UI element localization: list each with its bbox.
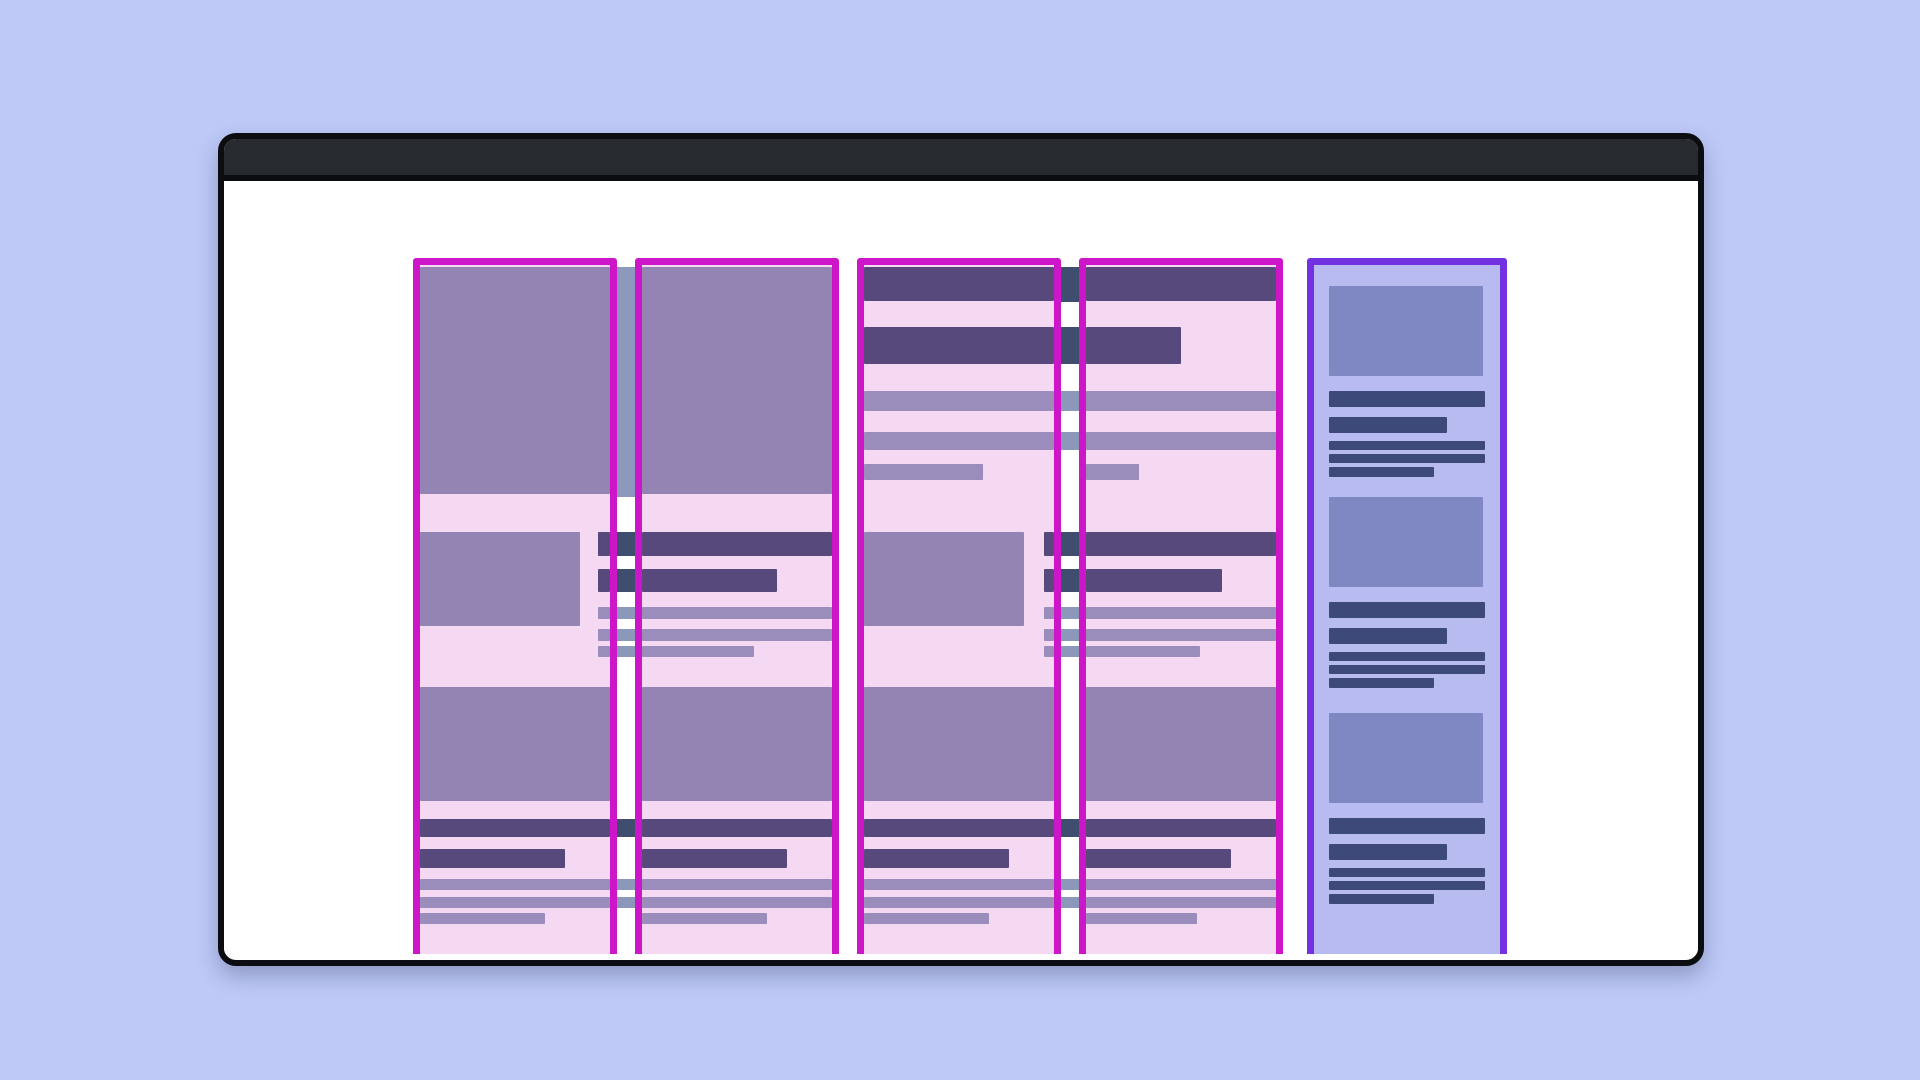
sub-headline-bar — [864, 849, 1009, 868]
sidebar-text-line — [1329, 441, 1485, 450]
sidebar-headline-bar — [1329, 391, 1485, 407]
text-line-segment — [1044, 646, 1054, 657]
text-line — [1086, 607, 1276, 619]
inline-image-block — [420, 687, 610, 801]
text-line-segment — [1044, 629, 1054, 641]
spanning-text-line — [420, 879, 832, 890]
spanning-text-line — [864, 879, 1276, 890]
text-line — [864, 879, 1054, 890]
text-line-short — [864, 464, 983, 480]
text-line-short — [642, 913, 767, 924]
text-line — [1086, 432, 1276, 450]
section-header-bar — [864, 819, 1054, 837]
inline-image-block — [1086, 687, 1276, 801]
text-line — [1086, 391, 1276, 411]
overlay-column-3 — [857, 258, 1061, 954]
sidebar-sub-bar — [1329, 844, 1447, 860]
overlay-column-2 — [635, 258, 839, 954]
text-line-short — [1086, 646, 1200, 657]
sidebar-text-line-short — [1329, 678, 1434, 688]
spanning-text-line — [420, 897, 832, 908]
headline-bar — [642, 569, 777, 592]
text-line — [1086, 897, 1276, 908]
browser-window — [218, 133, 1704, 966]
sidebar-text-line — [1329, 454, 1485, 463]
headline-bar-segment — [598, 569, 610, 592]
sidebar-card-image — [1329, 286, 1483, 376]
sidebar-card-image — [1329, 713, 1483, 803]
section-header-bar — [1086, 819, 1276, 837]
text-line — [420, 897, 610, 908]
browser-content-area — [224, 181, 1698, 954]
text-line — [864, 897, 1054, 908]
sub-headline-bar — [1086, 849, 1231, 868]
headline-bar — [864, 327, 1054, 364]
hero-image-block — [420, 267, 610, 494]
sub-headline-bar — [642, 849, 787, 868]
sidebar-text-line — [1329, 868, 1485, 877]
section-header-bar — [642, 819, 832, 837]
text-line-short — [1086, 913, 1197, 924]
text-line — [642, 879, 832, 890]
headline-bar-segment — [1044, 569, 1054, 592]
text-line-segment — [598, 629, 610, 641]
text-line-segment — [598, 607, 610, 619]
overlay-column-1 — [413, 258, 617, 954]
text-line-short — [642, 646, 754, 657]
sidebar-overlay — [1307, 258, 1507, 954]
headline-bar-segment — [1044, 532, 1054, 556]
headline-bar — [642, 532, 832, 556]
text-line — [1086, 879, 1276, 890]
sub-headline-bar — [420, 849, 565, 868]
text-line — [642, 897, 832, 908]
browser-title-bar — [224, 139, 1698, 181]
overlay-column-4 — [1079, 258, 1283, 954]
sidebar-text-line-short — [1329, 894, 1434, 904]
text-line — [420, 879, 610, 890]
text-line — [642, 629, 832, 641]
article-thumb-image — [864, 532, 1024, 626]
text-line — [642, 607, 832, 619]
headline-bar — [1086, 327, 1181, 364]
text-line-short — [420, 913, 545, 924]
sidebar-sub-bar — [1329, 628, 1447, 644]
headline-bar — [1086, 569, 1222, 592]
sidebar-headline-bar — [1329, 602, 1485, 618]
headline-bar-segment — [598, 532, 610, 556]
headline-bar — [1086, 532, 1276, 556]
sidebar-text-line — [1329, 881, 1485, 890]
text-line — [1086, 629, 1276, 641]
text-line — [864, 432, 1054, 450]
text-line-short — [1086, 464, 1139, 480]
sidebar-text-line-short — [1329, 467, 1434, 477]
text-line — [864, 391, 1054, 411]
section-header-bar — [1086, 267, 1276, 301]
sidebar-text-line — [1329, 652, 1485, 661]
section-header-bar — [864, 267, 1054, 301]
sidebar-headline-bar — [1329, 818, 1485, 834]
sidebar-sub-bar — [1329, 417, 1447, 433]
text-line-segment — [1044, 607, 1054, 619]
section-header-bar — [420, 819, 610, 837]
text-line-segment — [598, 646, 610, 657]
spanning-text-line — [864, 897, 1276, 908]
article-thumb-image — [420, 532, 580, 626]
inline-image-block — [864, 687, 1054, 801]
sidebar-card-image — [1329, 497, 1483, 587]
sidebar-text-line — [1329, 665, 1485, 674]
inline-image-block — [642, 687, 832, 801]
hero-image-block — [642, 267, 832, 494]
text-line-short — [864, 913, 989, 924]
